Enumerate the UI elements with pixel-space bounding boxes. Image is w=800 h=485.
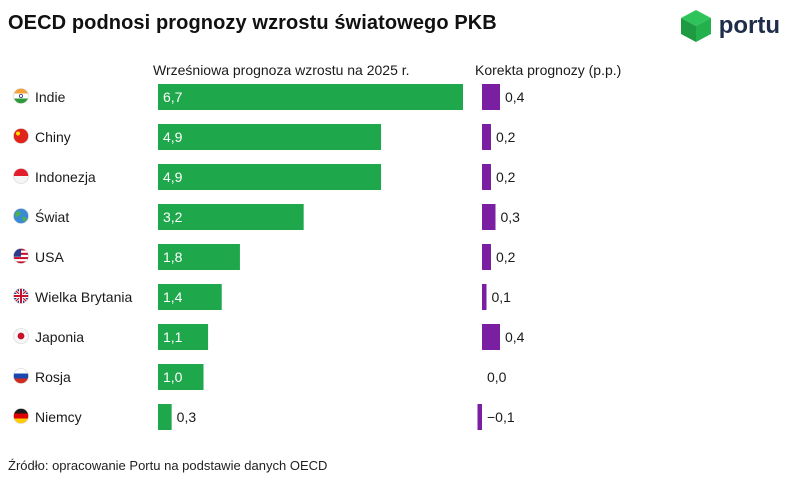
correction-value-label-row-1: 0,2 <box>496 129 516 145</box>
germany-flag-icon <box>13 408 29 424</box>
country-label-row-6: Japonia <box>35 329 84 345</box>
correction-value-label-row-5: 0,1 <box>492 289 512 305</box>
growth-value-label-row-6: 1,1 <box>163 329 183 345</box>
correction-value-label-row-8: −0,1 <box>487 409 515 425</box>
growth-value-label-row-7: 1,0 <box>163 369 183 385</box>
growth-value-label-row-5: 1,4 <box>163 289 183 305</box>
correction-bar-row-2 <box>482 164 491 190</box>
country-label-row-7: Rosja <box>35 369 71 385</box>
chart-title: OECD podnosi prognozy wzrostu światowego… <box>8 12 497 34</box>
growth-value-label-row-2: 4,9 <box>163 169 183 185</box>
country-label-row-1: Chiny <box>35 129 71 145</box>
growth-value-label-row-1: 4,9 <box>163 129 183 145</box>
correction-value-label-row-3: 0,3 <box>501 209 521 225</box>
portu-logo-icon <box>680 10 711 42</box>
japan-flag-icon <box>13 328 29 344</box>
usa-flag-icon <box>13 248 29 264</box>
correction-bar-row-6 <box>482 324 500 350</box>
growth-bar-row-3 <box>158 204 304 230</box>
indonesia-flag-icon <box>13 168 29 184</box>
portu-logo-text: portu <box>718 12 780 39</box>
correction-bar-row-1 <box>482 124 491 150</box>
growth-value-label-row-3: 3,2 <box>163 209 183 225</box>
russia-flag-icon <box>13 368 29 384</box>
correction-bar-row-8 <box>477 404 482 430</box>
correction-panel-title: Korekta prognozy (p.p.) <box>475 62 621 78</box>
uk-flag-icon <box>13 288 29 304</box>
correction-bar-row-5 <box>482 284 487 310</box>
growth-bar-row-8 <box>158 404 172 430</box>
portu-logo: portu <box>679 8 780 44</box>
correction-value-label-row-4: 0,2 <box>496 249 516 265</box>
correction-value-label-row-2: 0,2 <box>496 169 516 185</box>
growth-bar-row-6 <box>158 324 209 350</box>
growth-bar-row-1 <box>158 124 382 150</box>
correction-value-label-row-0: 0,4 <box>505 89 525 105</box>
source-note: Źródło: opracowanie Portu na podstawie d… <box>8 458 328 473</box>
correction-bar-row-0 <box>482 84 500 110</box>
country-label-row-0: Indie <box>35 89 66 105</box>
globe-icon <box>13 208 29 224</box>
china-flag-icon <box>13 128 29 144</box>
growth-bar-row-4 <box>158 244 240 270</box>
india-flag-icon <box>13 88 29 104</box>
country-label-row-2: Indonezja <box>35 169 96 185</box>
correction-bar-row-4 <box>482 244 491 270</box>
correction-value-label-row-6: 0,4 <box>505 329 525 345</box>
growth-panel-title: Wrześniowa prognoza wzrostu na 2025 r. <box>153 62 410 78</box>
country-label-row-5: Wielka Brytania <box>35 289 132 305</box>
growth-bar-row-7 <box>158 364 204 390</box>
country-label-row-8: Niemcy <box>35 409 82 425</box>
growth-bar-row-5 <box>158 284 222 310</box>
correction-bar-row-3 <box>482 204 496 230</box>
country-label-row-4: USA <box>35 249 64 265</box>
growth-bar-row-0 <box>158 84 463 110</box>
growth-bar-row-2 <box>158 164 382 190</box>
correction-value-label-row-7: 0,0 <box>487 369 507 385</box>
country-label-row-3: Świat <box>35 208 69 225</box>
growth-value-label-row-0: 6,7 <box>163 89 183 105</box>
growth-value-label-row-4: 1,8 <box>163 249 183 265</box>
growth-value-label-row-8: 0,3 <box>177 409 197 425</box>
